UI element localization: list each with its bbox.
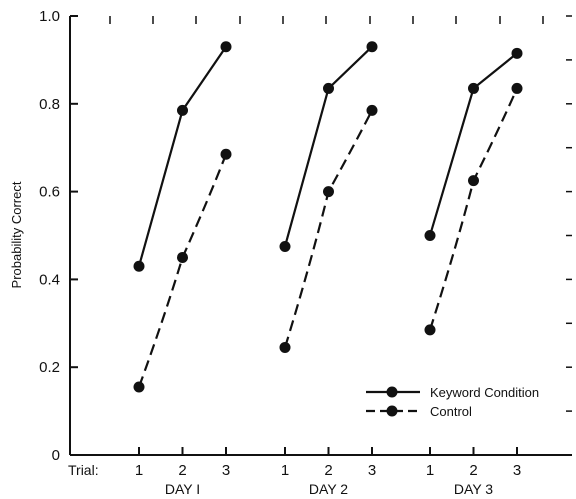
series-line (137, 46, 227, 267)
data-point (279, 240, 291, 252)
series-line (137, 153, 228, 388)
x-tick-label: 1 (426, 462, 434, 479)
series-control (133, 82, 523, 393)
group-label: DAY 3 (454, 481, 493, 497)
y-tick-label: 0.4 (39, 271, 60, 288)
data-point (177, 251, 188, 263)
data-point (424, 230, 436, 241)
data-point (323, 186, 334, 198)
x-tick-label: 1 (281, 462, 289, 479)
y-tick-label: 0.8 (39, 96, 60, 113)
legend-label: Control (430, 404, 472, 419)
data-point (424, 324, 436, 336)
y-tick-label: 0 (52, 447, 60, 464)
data-point (220, 41, 232, 53)
legend-label: Keyword Condition (430, 385, 539, 400)
data-point (366, 104, 378, 116)
data-point (220, 148, 232, 160)
y-tick-label: 0.2 (39, 359, 60, 376)
series-layer (133, 41, 523, 393)
legend: Keyword Condition Control (366, 385, 539, 419)
data-point (468, 82, 479, 94)
data-point (279, 341, 291, 353)
series-keyword-condition (133, 41, 523, 272)
x-tick-label: 2 (324, 462, 332, 479)
y-tick-label: 0.6 (39, 184, 60, 201)
axes: 0 0.2 0.4 0.6 0.8 1.0 1 2 3 DAY I 1 2 3 DAY 2 1 2 3 DAY 3 (39, 8, 572, 497)
group-label: DAY I (165, 481, 200, 497)
data-point (468, 175, 479, 187)
data-point (511, 82, 523, 94)
plot-frame (69, 16, 572, 456)
x-tick-label: 1 (135, 462, 143, 479)
data-point (177, 104, 188, 116)
data-point (511, 47, 523, 59)
series-line (283, 45, 373, 247)
series-line (428, 87, 519, 331)
x-tick-label: 2 (178, 462, 186, 479)
x-tick-label: 3 (368, 462, 376, 479)
data-point (133, 260, 145, 272)
x-tick-label: 3 (513, 462, 521, 479)
group-label: DAY 2 (309, 481, 348, 497)
series-line (428, 52, 518, 236)
series-line (283, 109, 373, 348)
legend-marker (386, 386, 398, 398)
data-point (366, 41, 378, 53)
legend-marker (386, 405, 398, 417)
data-point (323, 82, 334, 94)
x-tick-label: 2 (469, 462, 477, 479)
x-tick-label: 3 (222, 462, 230, 479)
y-axis-label: Probability Correct (9, 181, 24, 288)
trial-axis-label: Trial: (68, 462, 99, 478)
y-tick-label: 1.0 (39, 8, 60, 25)
data-point (133, 381, 145, 393)
